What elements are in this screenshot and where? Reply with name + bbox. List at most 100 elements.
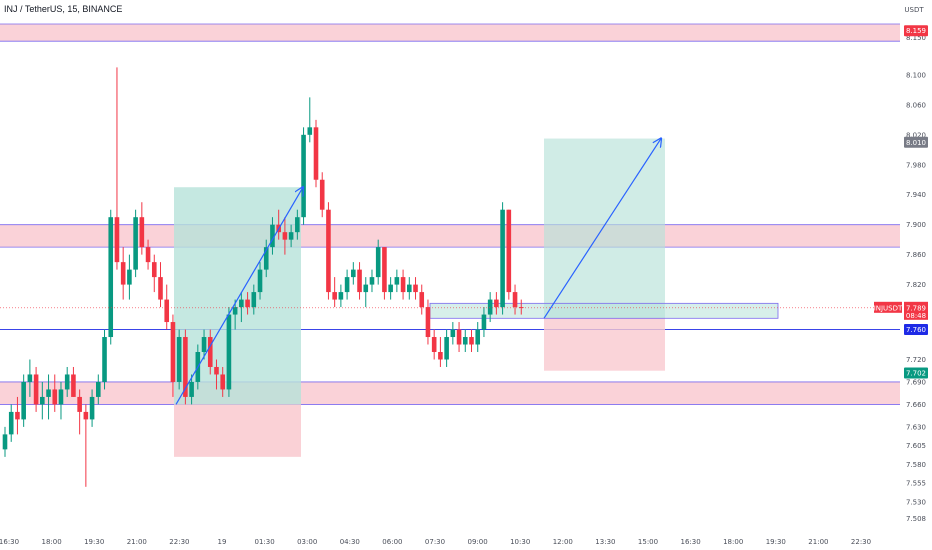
candle-body[interactable] [425, 307, 431, 338]
candle-body[interactable] [270, 224, 275, 248]
candle-body[interactable] [512, 292, 518, 308]
candle-body[interactable] [357, 269, 362, 293]
candle-body[interactable] [46, 389, 51, 397]
candle-body[interactable] [226, 314, 232, 390]
position-target-area[interactable] [174, 187, 301, 405]
candle-body[interactable] [282, 232, 288, 240]
time-axis[interactable] [0, 528, 932, 550]
candle-body[interactable] [462, 337, 468, 345]
candle-body[interactable] [382, 247, 387, 293]
candle-body[interactable] [326, 209, 331, 293]
candle-body[interactable] [487, 299, 493, 315]
candle-body[interactable] [83, 411, 89, 420]
candle-body[interactable] [288, 232, 294, 240]
candle-body[interactable] [257, 269, 263, 293]
candle-body[interactable] [176, 337, 182, 382]
candle-body[interactable] [313, 127, 319, 180]
candle-body[interactable] [394, 277, 400, 285]
candle-body[interactable] [450, 329, 456, 338]
candle-body[interactable] [251, 292, 257, 308]
price-tick-label: 7.860 [906, 251, 926, 259]
time-tick-label: 21:00 [127, 538, 147, 546]
candle-body[interactable] [456, 329, 462, 345]
projected-stop-area[interactable] [544, 318, 665, 371]
candle-body[interactable] [351, 269, 356, 278]
candle-body[interactable] [344, 277, 350, 293]
candle-body[interactable] [52, 389, 58, 405]
candle-body[interactable] [96, 381, 101, 397]
candle-body[interactable] [89, 396, 95, 420]
candle-body[interactable] [207, 337, 213, 367]
candle-body[interactable] [375, 247, 381, 278]
candle-body[interactable] [151, 262, 157, 278]
trend-arrow-up[interactable] [175, 187, 303, 405]
candle-body[interactable] [413, 284, 418, 293]
candle-body[interactable] [295, 217, 300, 233]
price-tick-label: 7.530 [906, 498, 926, 506]
candle-body[interactable] [419, 292, 425, 308]
price-tick-label: 7.555 [906, 480, 926, 488]
candle-body[interactable] [21, 381, 26, 420]
candle-body[interactable] [369, 277, 375, 285]
candle-body[interactable] [500, 209, 505, 308]
candle-body[interactable] [2, 434, 8, 450]
candle-body[interactable] [438, 352, 443, 360]
candle-body[interactable] [506, 209, 512, 293]
candle-body[interactable] [170, 322, 176, 382]
candle-body[interactable] [15, 411, 20, 420]
candle-body[interactable] [139, 217, 145, 248]
candle-body[interactable] [102, 337, 107, 382]
position-stop-area[interactable] [174, 404, 301, 457]
projection-arrow[interactable] [543, 139, 661, 319]
candle-body[interactable] [232, 307, 238, 315]
candle-body[interactable] [363, 284, 369, 293]
candle-body[interactable] [158, 277, 163, 300]
candle-body[interactable] [114, 217, 120, 263]
candle-body[interactable] [307, 127, 313, 135]
candle-body[interactable] [108, 217, 114, 338]
candle-body[interactable] [400, 277, 406, 293]
candle-body[interactable] [469, 337, 474, 345]
candle-body[interactable] [40, 396, 45, 405]
candle-body[interactable] [8, 411, 14, 435]
current-price-badge [904, 301, 928, 320]
candle-body[interactable] [189, 381, 194, 397]
candle-body[interactable] [332, 292, 337, 300]
candle-body[interactable] [444, 337, 449, 360]
candle-body[interactable] [481, 314, 487, 330]
candle-body[interactable] [518, 307, 524, 309]
candle-body[interactable] [71, 374, 76, 397]
candle-body[interactable] [64, 374, 70, 390]
candle-body[interactable] [431, 337, 437, 352]
candle-body[interactable] [201, 337, 207, 352]
candle-body[interactable] [494, 299, 499, 308]
candle-body[interactable] [301, 134, 306, 218]
candle-body[interactable] [33, 374, 39, 405]
candle-body[interactable] [145, 247, 151, 263]
resistance-zone[interactable] [0, 381, 900, 405]
candle-body[interactable] [319, 179, 325, 210]
candle-body[interactable] [120, 262, 126, 285]
candle-body[interactable] [127, 269, 132, 285]
price-tick-label: 8.060 [906, 101, 926, 109]
resistance-zone[interactable] [0, 23, 900, 42]
candle-body[interactable] [407, 284, 412, 293]
time-tick-label: 18:00 [723, 538, 743, 546]
candle-body[interactable] [77, 396, 82, 412]
candle-body[interactable] [220, 374, 225, 390]
candle-body[interactable] [164, 299, 170, 323]
candle-body[interactable] [183, 337, 188, 397]
candle-body[interactable] [338, 292, 344, 300]
time-tick-label: 18:00 [42, 538, 62, 546]
candle-body[interactable] [239, 299, 244, 308]
candle-body[interactable] [27, 374, 33, 382]
candle-body[interactable] [133, 217, 138, 270]
candle-body[interactable] [263, 247, 269, 270]
candle-body[interactable] [475, 329, 481, 345]
candle-body[interactable] [58, 389, 64, 405]
candle-body[interactable] [214, 366, 219, 375]
price-axis[interactable] [900, 0, 932, 550]
candle-body[interactable] [245, 299, 250, 308]
candle-body[interactable] [388, 284, 393, 293]
